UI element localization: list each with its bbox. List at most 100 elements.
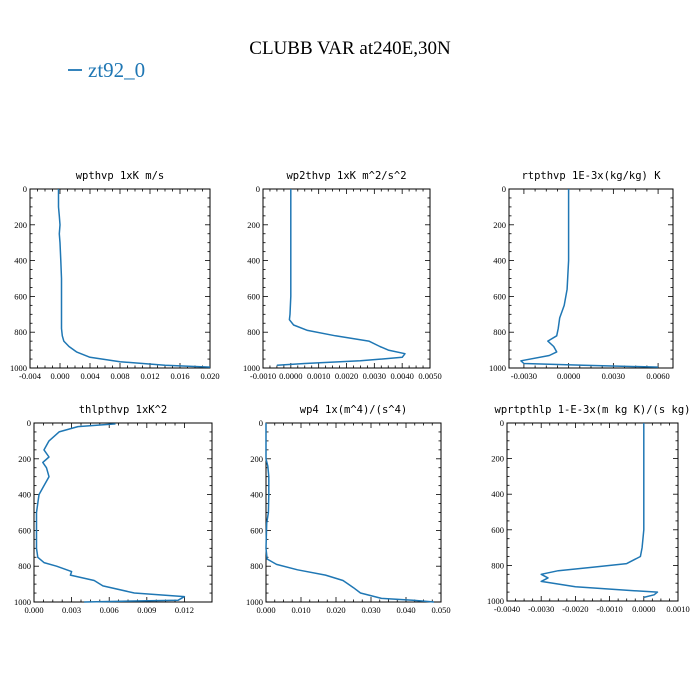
y-tick-label: 200 — [14, 220, 27, 230]
panel-title: wpthvp 1xK m/s — [76, 170, 165, 182]
y-tick-label: 200 — [18, 454, 31, 464]
y-tick-label: 600 — [493, 291, 506, 301]
x-tick-label: 0.030 — [361, 605, 380, 615]
y-tick-label: 400 — [250, 490, 263, 500]
y-tick-label: 1000 — [14, 597, 31, 607]
plot-frame — [262, 188, 431, 369]
panel-title: wprtpthlp 1-E-3x(m kg K)/(s kg) — [495, 404, 691, 416]
y-tick-label: 1000 — [246, 597, 263, 607]
x-tick-label: 0.000 — [50, 371, 69, 381]
figure-title: CLUBB VAR at240E,30N — [249, 38, 451, 59]
panel-2: wp2thvp 1xK m^2/s^2 -0.0010 0.0000 0.0010 0.… — [243, 170, 442, 381]
y-tick-label: 400 — [14, 256, 27, 266]
y-tick-label: 200 — [491, 454, 504, 464]
y-tick-label: 600 — [14, 291, 27, 301]
panels: wpthvp 1xK m/s -0.004 0.000 0.004 0.008 0.012… — [10, 170, 690, 615]
x-tick-label: 0.040 — [396, 605, 415, 615]
series-line-zt92_0 — [57, 189, 211, 368]
x-tick-label: 0.0000 — [632, 604, 655, 614]
x-tick-label: 0.010 — [291, 605, 310, 615]
x-tick-label: 0.020 — [200, 371, 219, 381]
y-tick-label: 800 — [18, 561, 31, 571]
legend-label: zt92_0 — [88, 58, 145, 82]
x-tick-label: 0.012 — [175, 605, 194, 615]
y-tick-label: 0 — [256, 184, 260, 194]
x-tick-label: 0.000 — [256, 605, 275, 615]
y-tick-label: 800 — [14, 327, 27, 337]
series-line-zt92_0 — [540, 423, 659, 599]
x-tick-label: -0.0010 — [250, 371, 276, 381]
y-tick-label: 800 — [250, 561, 263, 571]
panel-title: rtpthvp 1E-3x(kg/kg) K — [521, 170, 661, 182]
plot-frame — [508, 188, 674, 369]
x-tick-label: 0.006 — [100, 605, 119, 615]
x-tick-label: 0.050 — [431, 605, 450, 615]
y-tick-label: 400 — [491, 489, 504, 499]
y-tick-label: 600 — [250, 525, 263, 535]
y-tick-label: 1000 — [243, 363, 260, 373]
y-tick-label: 600 — [18, 525, 31, 535]
series-line-zt92_0 — [35, 423, 186, 603]
y-tick-label: 0 — [27, 418, 31, 428]
panel-1: wpthvp 1xK m/s -0.004 0.000 0.004 0.008 0.012… — [10, 170, 220, 381]
panel-title: wp4 1x(m^4)/(s^4) — [300, 404, 407, 416]
plot-frame — [29, 188, 211, 369]
x-tick-label: 0.016 — [170, 371, 189, 381]
x-tick-label: 0.020 — [326, 605, 345, 615]
y-tick-label: 200 — [250, 454, 263, 464]
x-tick-label: 0.0030 — [363, 371, 386, 381]
x-tick-label: -0.004 — [19, 371, 42, 381]
x-tick-label: 0.0010 — [307, 371, 330, 381]
x-tick-label: 0.0010 — [666, 604, 689, 614]
x-tick-label: -0.0040 — [494, 604, 520, 614]
plot-frame — [506, 422, 679, 602]
x-tick-label: -0.0010 — [596, 604, 622, 614]
y-tick-label: 0 — [502, 184, 506, 194]
x-tick-label: 0.008 — [110, 371, 129, 381]
x-tick-label: 0.0000 — [279, 371, 302, 381]
panel-3: rtpthvp 1E-3x(kg/kg) K -0.0030 0.0000 0.003… — [489, 170, 674, 381]
x-tick-label: -0.0030 — [511, 371, 537, 381]
x-tick-label: -0.0030 — [528, 604, 554, 614]
legend: zt92_0 — [68, 58, 145, 82]
y-tick-label: 400 — [247, 256, 260, 266]
x-tick-label: 0.0020 — [335, 371, 358, 381]
y-tick-label: 600 — [491, 525, 504, 535]
x-tick-label: 0.000 — [24, 605, 43, 615]
y-tick-label: 200 — [247, 220, 260, 230]
x-tick-label: -0.0020 — [562, 604, 588, 614]
y-tick-label: 800 — [247, 327, 260, 337]
y-tick-label: 200 — [493, 220, 506, 230]
x-tick-label: 0.0060 — [646, 371, 669, 381]
x-tick-label: 0.004 — [80, 371, 100, 381]
x-tick-label: 0.0050 — [418, 371, 441, 381]
y-tick-label: 0 — [500, 418, 504, 428]
y-tick-label: 800 — [491, 560, 504, 570]
x-tick-label: 0.012 — [140, 371, 159, 381]
y-tick-label: 1000 — [487, 596, 504, 606]
y-tick-label: 0 — [23, 184, 27, 194]
y-tick-label: 400 — [18, 490, 31, 500]
panel-4: thlpthvp 1xK^2 0.000 0.003 0.006 0.009 0.012 0… — [14, 404, 213, 615]
series-line-zt92_0 — [520, 189, 659, 368]
x-tick-label: 0.0030 — [602, 371, 625, 381]
series-line-zt92_0 — [276, 189, 406, 367]
y-tick-label: 1000 — [489, 363, 506, 373]
x-tick-label: 0.0040 — [390, 371, 413, 381]
y-tick-label: 1000 — [10, 363, 27, 373]
panel-5: wp4 1x(m^4)/(s^4) 0.000 0.010 0.020 0.030 0.0… — [246, 404, 451, 615]
y-tick-label: 800 — [493, 327, 506, 337]
plot-frame — [33, 422, 213, 603]
x-tick-label: 0.009 — [137, 605, 156, 615]
x-tick-label: 0.0000 — [557, 371, 580, 381]
panel-title: thlpthvp 1xK^2 — [79, 404, 168, 416]
panel-title: wp2thvp 1xK m^2/s^2 — [286, 170, 406, 182]
plot-frame — [265, 422, 442, 603]
y-tick-label: 600 — [247, 291, 260, 301]
y-tick-label: 0 — [259, 418, 263, 428]
series-line-zt92_0 — [265, 423, 435, 603]
x-tick-label: 0.003 — [62, 605, 81, 615]
panel-6: wprtpthlp 1-E-3x(m kg K)/(s kg) -0.0040 -0… — [487, 404, 690, 614]
y-tick-label: 400 — [493, 256, 506, 266]
